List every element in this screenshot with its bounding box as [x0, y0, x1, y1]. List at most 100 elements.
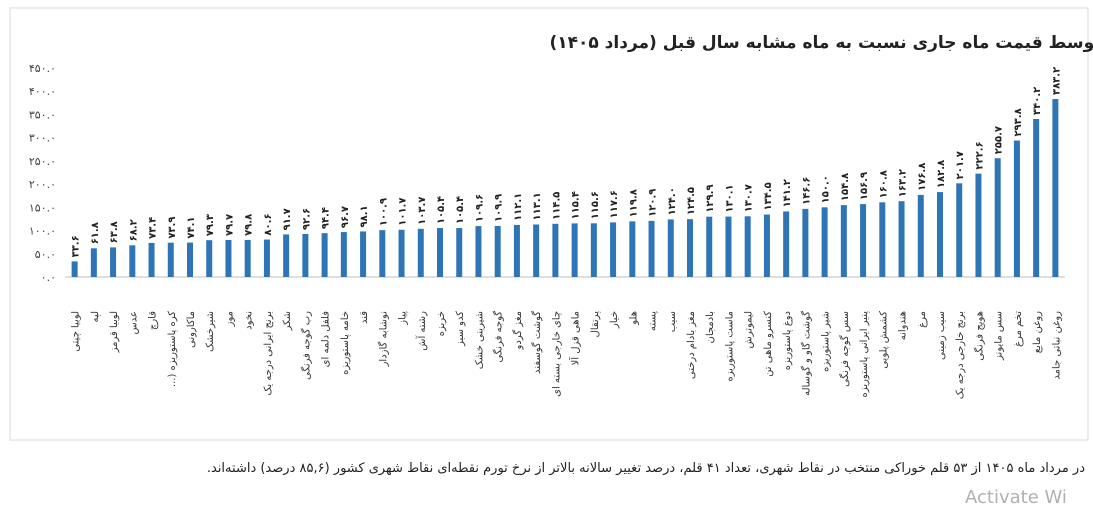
x-tick-label: دوغ پاستوریزه — [782, 311, 793, 370]
x-tick-label: شیر پاستوریزه — [821, 311, 832, 372]
x-tick-label: لوبیا چیتی — [71, 311, 82, 352]
x-tick-label: کنسرو ماهی تن — [763, 311, 774, 377]
x-tick-label: خیار — [609, 311, 620, 329]
x-tick-label: برنج ایرانی درجه یک — [263, 311, 274, 396]
value-label: ۳۸۳.۲ — [1051, 67, 1062, 95]
value-label: ۷۳.۴ — [148, 217, 159, 239]
x-tick-label: گوشت گوسفند — [531, 311, 543, 374]
value-label: ۱۵۶.۹ — [859, 172, 870, 200]
x-tick-label: مغز گردو — [512, 311, 524, 350]
value-label: ۱۱۲.۱ — [513, 193, 524, 221]
value-label: ۱۱۷.۶ — [609, 190, 620, 218]
y-tick-label: ۰.۰ — [41, 271, 56, 284]
value-label: ۲۰۱.۷ — [955, 151, 966, 179]
y-tick-label: ۴۵۰.۰ — [29, 62, 56, 75]
value-label: ۷۹.۳ — [205, 214, 216, 236]
x-tick-label: ماهی قزل آلا — [569, 311, 582, 365]
bar — [687, 219, 693, 277]
x-tick-label: هویج فرنگی — [973, 311, 985, 361]
y-tick-label: ۵۰.۰ — [35, 248, 56, 261]
value-label: ۷۹.۷ — [224, 214, 235, 236]
bar — [783, 211, 790, 277]
bar — [187, 242, 193, 277]
bar — [571, 223, 578, 277]
bar — [244, 239, 251, 277]
value-label: ۱۴۱.۲ — [782, 179, 793, 207]
bar — [71, 261, 78, 277]
value-label: ۹۱.۷ — [282, 208, 293, 230]
bar — [110, 247, 117, 277]
bar — [1033, 118, 1040, 277]
bar — [437, 228, 443, 277]
value-label: ۶۳.۸ — [109, 221, 120, 243]
bar — [206, 240, 213, 277]
x-tick-label: نوشابه گازدار — [377, 311, 389, 367]
value-label: ۹۸.۱ — [359, 205, 370, 227]
value-label: ۱۳۴.۵ — [763, 182, 774, 210]
x-tick-label: مرغ — [917, 311, 928, 328]
y-tick-label: ۱۰۰.۰ — [29, 225, 56, 238]
bar — [860, 204, 867, 277]
value-label: ۱۱۳.۱ — [532, 192, 543, 220]
bar — [148, 242, 155, 277]
x-tick-label: قند — [359, 311, 370, 324]
bar — [879, 202, 886, 277]
bar — [629, 221, 636, 277]
bar — [802, 208, 809, 277]
bar — [937, 192, 943, 277]
x-tick-label: سس گوجه فرنگی — [839, 311, 851, 387]
x-tick-label: مغز بادام درختی — [686, 311, 697, 379]
y-tick-label: ۱۵۰.۰ — [29, 201, 56, 214]
value-label: ۱۲۴.۰ — [667, 187, 678, 215]
bar — [379, 230, 386, 277]
bar — [398, 229, 405, 277]
bar — [552, 223, 559, 277]
value-label: ۷۳.۹ — [167, 217, 178, 239]
value-label: ۷۴.۱ — [186, 216, 197, 238]
value-label: ۳۴۰.۲ — [1032, 87, 1043, 115]
value-label: ۱۱۵.۶ — [590, 191, 601, 219]
y-tick-label: ۲۰۰.۰ — [29, 178, 56, 191]
value-label: ۲۲۲.۶ — [974, 141, 985, 169]
y-tick-label: ۳۵۰.۰ — [29, 108, 56, 121]
x-tick-label: پیاز — [398, 311, 409, 326]
bar — [360, 231, 367, 277]
value-label: ۲۹۳.۸ — [1013, 108, 1024, 136]
x-tick-label: موز — [224, 311, 235, 327]
value-label: ۶۸.۲ — [128, 219, 139, 241]
x-tick-label: نخود — [244, 311, 255, 330]
value-label: ۱۲۴.۵ — [686, 187, 697, 215]
bar — [763, 214, 770, 277]
x-tick-label: لیموترش — [744, 311, 755, 349]
value-label: ۱۶۳.۲ — [898, 169, 909, 197]
y-tick-label: ۲۵۰.۰ — [29, 155, 56, 168]
bar — [533, 224, 540, 277]
x-tick-label: روغن مایع — [1032, 311, 1043, 353]
x-tick-label: ماکارونی — [186, 311, 197, 348]
footer-text: در مرداد ماه ۱۴۰۵ از ۵۳ قلم خوراکی منتخب… — [207, 461, 1085, 476]
y-tick-label: ۳۰۰.۰ — [29, 132, 56, 145]
bar — [321, 233, 328, 277]
x-tick-label: خامه پاستوریزه — [340, 311, 351, 375]
bar — [302, 233, 309, 277]
value-label: ۱۵۴.۸ — [840, 173, 851, 201]
x-tick-label: فلفل دلمه ای — [321, 311, 332, 368]
bar — [1013, 140, 1020, 277]
value-label: ۲۵۵.۷ — [994, 126, 1005, 154]
bar — [706, 216, 713, 277]
value-label: ۱۷۶.۸ — [917, 163, 928, 191]
x-tick-label: سیب زمینی — [936, 311, 947, 360]
x-tick-label: روغن نباتی جامد — [1051, 311, 1062, 380]
x-tick-label: سس مایونز — [994, 311, 1005, 361]
y-tick-label: ۴۰۰.۰ — [29, 85, 56, 98]
value-label: ۹۴.۴ — [321, 207, 332, 229]
x-tick-label: لپه — [90, 311, 101, 322]
x-tick-label: کره پاستوریزه (... — [167, 311, 178, 387]
value-label: ۸۰.۶ — [263, 213, 274, 235]
bar — [129, 245, 136, 277]
bar — [167, 242, 174, 277]
x-tick-label: پسته — [648, 311, 659, 331]
value-label: ۱۴۶.۶ — [801, 177, 812, 205]
value-label: ۱۰۰.۹ — [378, 198, 389, 226]
value-label: ۱۰۹.۶ — [474, 194, 485, 222]
